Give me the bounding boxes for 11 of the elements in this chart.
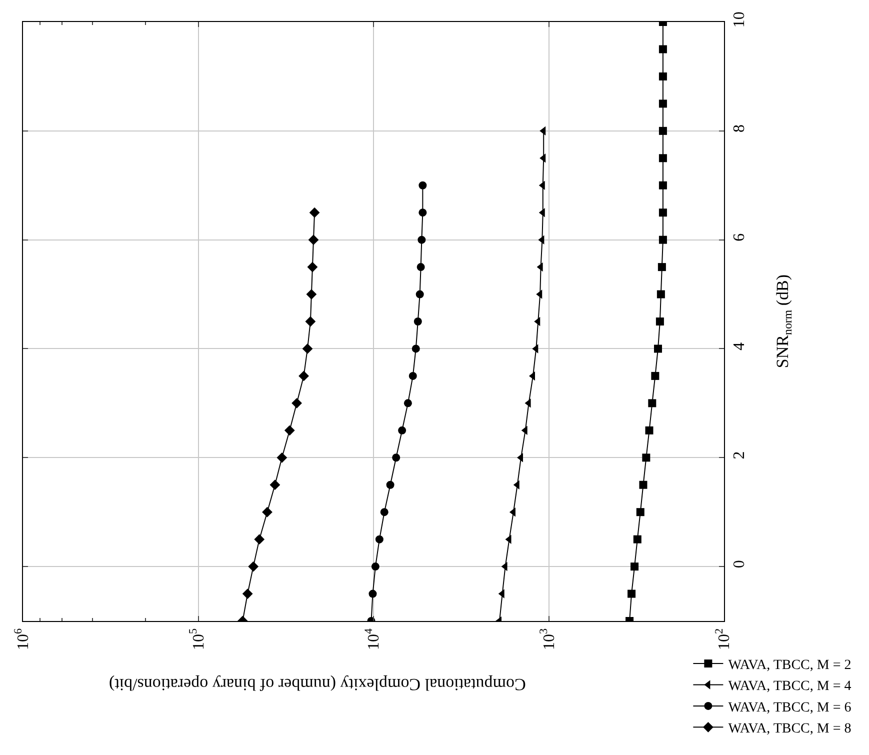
legend-label: WAVA, TBCC, M = 8 bbox=[728, 722, 852, 737]
y-tick-label: 8 bbox=[731, 124, 748, 133]
y-tick-label: 10 bbox=[731, 12, 748, 28]
legend-label: WAVA, TBCC, M = 4 bbox=[728, 679, 852, 694]
y-tick-label: 4 bbox=[731, 342, 748, 350]
legend-label: WAVA, TBCC, M = 2 bbox=[728, 658, 852, 674]
y-tick-label: 2 bbox=[731, 451, 748, 460]
legend-label: WAVA, TBCC, M = 6 bbox=[728, 700, 852, 716]
y-tick-label: 6 bbox=[731, 233, 748, 242]
x-axis-title: Computational Complexity (number of binary operations/bit) bbox=[108, 674, 526, 694]
y-tick-label: 0 bbox=[731, 560, 748, 568]
